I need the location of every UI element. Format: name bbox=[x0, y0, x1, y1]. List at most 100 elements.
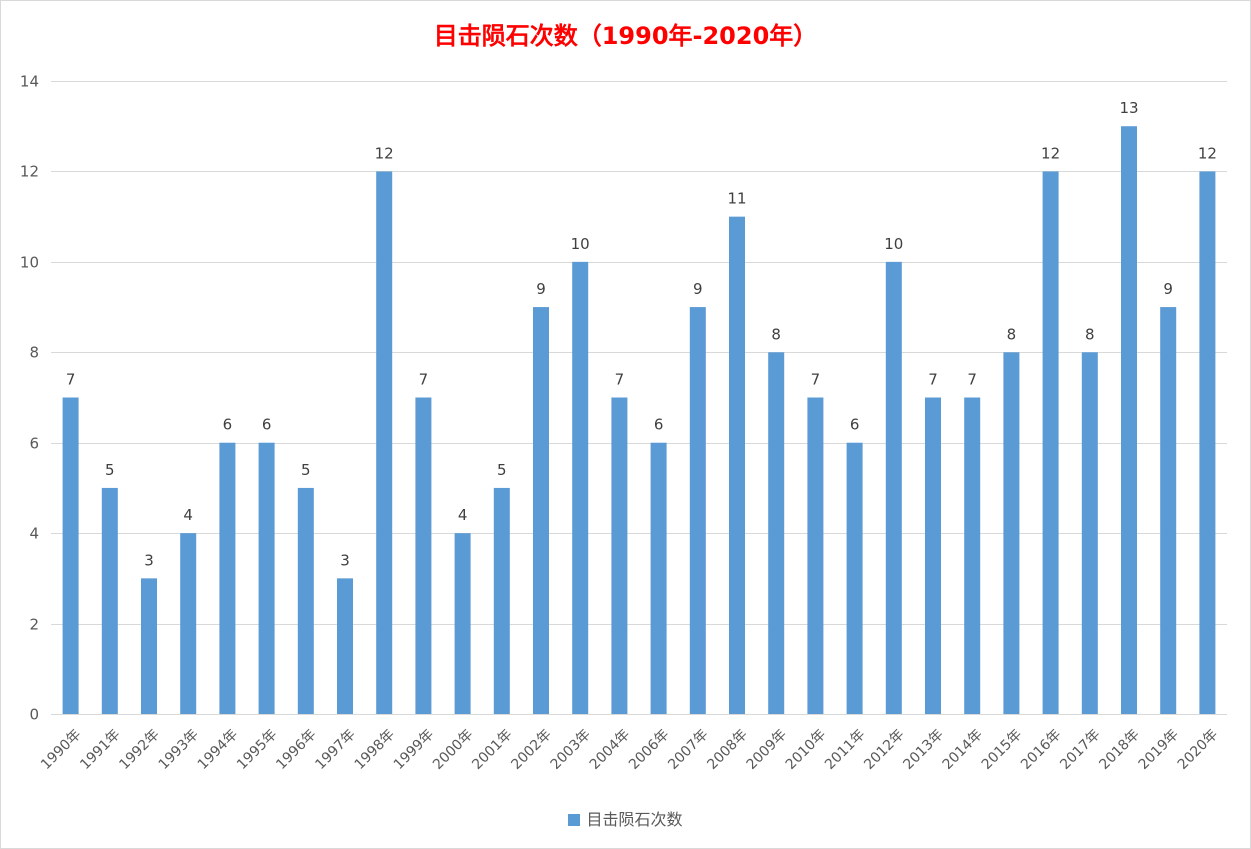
x-tick-label: 2019年 bbox=[1136, 727, 1182, 773]
y-tick-label: 10 bbox=[20, 254, 39, 272]
data-label: 12 bbox=[1198, 144, 1217, 162]
bar bbox=[768, 352, 785, 714]
y-tick-label: 2 bbox=[29, 616, 39, 634]
data-label: 5 bbox=[105, 461, 115, 479]
data-label: 9 bbox=[693, 280, 703, 298]
bar bbox=[219, 442, 236, 714]
bar bbox=[1160, 307, 1177, 714]
bar bbox=[258, 442, 275, 714]
bar bbox=[611, 397, 628, 714]
data-label: 8 bbox=[1007, 325, 1017, 343]
y-tick-label: 0 bbox=[29, 706, 39, 724]
data-label: 13 bbox=[1119, 99, 1138, 117]
x-tick-label: 2013年 bbox=[900, 727, 946, 773]
bar bbox=[807, 397, 824, 714]
x-tick-label: 2012年 bbox=[861, 727, 907, 773]
bar bbox=[1042, 171, 1059, 714]
data-label: 9 bbox=[536, 280, 546, 298]
bar bbox=[493, 487, 510, 714]
data-label: 7 bbox=[66, 371, 76, 389]
x-tick-label: 1998年 bbox=[352, 727, 398, 773]
x-axis-ticks: 1990年1991年1992年1993年1994年1995年1996年1997年… bbox=[38, 727, 1221, 773]
bar bbox=[572, 261, 589, 714]
x-tick-label: 2011年 bbox=[822, 727, 868, 773]
legend: 目击陨石次数 bbox=[0, 806, 1251, 830]
data-label: 6 bbox=[223, 416, 233, 434]
y-tick-label: 4 bbox=[29, 525, 39, 543]
data-label: 5 bbox=[497, 461, 507, 479]
bar bbox=[1121, 126, 1137, 714]
data-label: 6 bbox=[262, 416, 272, 434]
bar bbox=[1003, 352, 1020, 714]
x-tick-label: 1996年 bbox=[273, 727, 319, 773]
x-tick-label: 1995年 bbox=[234, 727, 280, 773]
x-tick-label: 2008年 bbox=[704, 727, 750, 773]
x-tick-label: 2009年 bbox=[744, 727, 790, 773]
bar bbox=[689, 307, 706, 714]
bar bbox=[415, 397, 432, 714]
x-tick-label: 2003年 bbox=[548, 727, 594, 773]
data-label: 8 bbox=[771, 325, 781, 343]
bars bbox=[62, 126, 1216, 714]
bar bbox=[533, 307, 549, 714]
bar bbox=[141, 578, 157, 714]
y-tick-label: 12 bbox=[20, 163, 39, 181]
x-tick-label: 2016年 bbox=[1018, 727, 1064, 773]
x-tick-label: 2006年 bbox=[626, 727, 672, 773]
bar bbox=[337, 578, 353, 714]
x-tick-label: 2002年 bbox=[508, 727, 554, 773]
gridlines bbox=[51, 81, 1227, 715]
data-label: 7 bbox=[419, 371, 429, 389]
y-tick-label: 6 bbox=[29, 435, 39, 453]
bar bbox=[376, 171, 393, 714]
data-labels: 7 5 3 4 6 6 5 3 12 7 4 5 9 10 7 6 9 11 8 7 6 10 7 7 8 12 8 13 9 12 bbox=[66, 99, 1217, 569]
x-tick-label: 1994年 bbox=[195, 727, 241, 773]
bar bbox=[62, 397, 79, 714]
data-label: 12 bbox=[375, 144, 394, 162]
x-tick-label: 1999年 bbox=[391, 727, 437, 773]
x-tick-label: 2001年 bbox=[469, 727, 515, 773]
bar bbox=[101, 487, 118, 714]
bar bbox=[885, 261, 902, 714]
data-label: 6 bbox=[850, 416, 860, 434]
data-label: 8 bbox=[1085, 325, 1095, 343]
x-tick-label: 2000年 bbox=[430, 727, 476, 773]
bar bbox=[925, 397, 941, 714]
bar bbox=[729, 216, 745, 714]
x-tick-label: 2004年 bbox=[587, 727, 633, 773]
bar bbox=[1081, 352, 1098, 714]
y-tick-label: 14 bbox=[20, 73, 39, 91]
x-tick-label: 2014年 bbox=[940, 727, 986, 773]
data-label: 7 bbox=[811, 371, 821, 389]
x-tick-label: 2007年 bbox=[665, 727, 711, 773]
x-tick-label: 2010年 bbox=[783, 727, 829, 773]
x-tick-label: 2020年 bbox=[1175, 727, 1221, 773]
legend-swatch bbox=[568, 814, 581, 826]
bar bbox=[180, 533, 197, 714]
chart-title: 目击陨石次数（1990年-2020年） bbox=[433, 22, 818, 50]
data-label: 6 bbox=[654, 416, 664, 434]
bar bbox=[1199, 171, 1216, 714]
legend-label: 目击陨石次数 bbox=[586, 810, 683, 829]
x-tick-label: 2017年 bbox=[1057, 727, 1103, 773]
data-label: 10 bbox=[884, 235, 903, 253]
x-tick-label: 2018年 bbox=[1096, 727, 1142, 773]
data-label: 5 bbox=[301, 461, 311, 479]
data-label: 10 bbox=[571, 235, 590, 253]
data-label: 3 bbox=[144, 551, 154, 569]
bar bbox=[846, 442, 863, 714]
x-tick-label: 1992年 bbox=[116, 727, 162, 773]
x-tick-label: 2015年 bbox=[979, 727, 1025, 773]
x-tick-label: 1997年 bbox=[312, 727, 358, 773]
bar bbox=[454, 533, 471, 714]
data-label: 11 bbox=[727, 190, 746, 208]
data-label: 7 bbox=[615, 371, 625, 389]
data-label: 4 bbox=[458, 506, 468, 524]
data-label: 12 bbox=[1041, 144, 1060, 162]
y-axis-ticks: 0 2 4 6 8 10 12 14 bbox=[20, 73, 39, 724]
data-label: 7 bbox=[928, 371, 938, 389]
x-tick-label: 1993年 bbox=[156, 727, 202, 773]
x-tick-label: 1990年 bbox=[38, 727, 84, 773]
bar bbox=[297, 487, 314, 714]
